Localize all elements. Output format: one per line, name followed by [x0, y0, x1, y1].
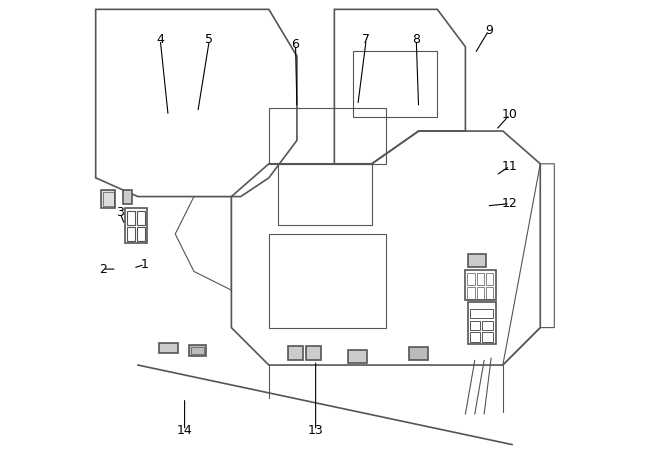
FancyBboxPatch shape [468, 254, 486, 267]
FancyBboxPatch shape [189, 345, 205, 356]
Text: 4: 4 [157, 33, 164, 46]
FancyBboxPatch shape [306, 346, 321, 360]
Text: 9: 9 [485, 24, 493, 37]
Text: 12: 12 [502, 197, 518, 210]
FancyBboxPatch shape [123, 190, 132, 204]
Text: 5: 5 [205, 33, 213, 46]
Text: 8: 8 [412, 33, 421, 46]
Text: 2: 2 [99, 263, 107, 276]
Text: 14: 14 [177, 424, 192, 437]
Text: 6: 6 [292, 38, 300, 51]
FancyBboxPatch shape [348, 350, 367, 363]
FancyBboxPatch shape [101, 190, 115, 208]
Text: 11: 11 [502, 160, 518, 173]
Text: 3: 3 [116, 206, 124, 219]
FancyBboxPatch shape [410, 347, 428, 360]
Text: 13: 13 [307, 424, 324, 437]
Text: 10: 10 [502, 108, 518, 121]
Text: 1: 1 [141, 258, 149, 271]
FancyBboxPatch shape [287, 346, 302, 360]
FancyBboxPatch shape [159, 343, 177, 353]
Text: 7: 7 [362, 33, 370, 46]
